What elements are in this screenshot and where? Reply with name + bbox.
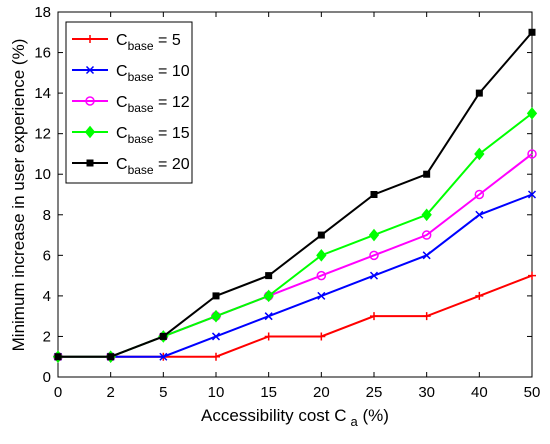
data-point (263, 289, 274, 303)
data-point (265, 272, 273, 280)
data-point (475, 89, 483, 97)
x-tick-label: 25 (366, 384, 383, 401)
series-layer (52, 28, 538, 364)
y-tick-label: 14 (34, 85, 51, 102)
x-tick-label: 20 (313, 384, 330, 401)
data-point (421, 208, 432, 222)
data-point (528, 28, 536, 36)
data-point (211, 332, 221, 341)
legend-marker (86, 35, 94, 43)
y-tick-label: 8 (43, 207, 51, 224)
legend-label: Cbase = 12 (116, 94, 190, 115)
data-point (107, 353, 115, 361)
data-point (316, 249, 327, 262)
legend-marker (84, 125, 96, 139)
legend-marker (86, 159, 94, 167)
data-point (316, 270, 327, 281)
data-point (527, 149, 537, 159)
data-point (475, 210, 484, 219)
data-point (528, 271, 536, 280)
data-point (474, 189, 485, 200)
legend-label: Cbase = 15 (116, 125, 190, 146)
data-point (369, 271, 379, 280)
legend-box (65, 21, 193, 184)
legend-item: Cbase = 10 (72, 63, 190, 84)
data-point (474, 147, 485, 161)
data-point (370, 191, 378, 198)
legend: Cbase = 5 Cbase = 10 Cbase = 12 Cbase = 15 C… (65, 21, 193, 184)
data-point (317, 291, 326, 300)
y-tick-label: 10 (34, 166, 51, 183)
x-tick-label: 50 (524, 384, 541, 401)
x-tick-label: 2 (106, 384, 114, 401)
y-tick-label: 16 (34, 45, 51, 62)
data-point (210, 309, 222, 323)
legend-item: Cbase = 20 (72, 156, 190, 177)
y-axis-label: Minimum increase in user experience (%) (9, 39, 28, 352)
data-point (159, 352, 168, 361)
legend-label: Cbase = 10 (116, 63, 190, 84)
data-point (527, 190, 537, 199)
y-tick-label: 0 (43, 369, 51, 386)
data-point (368, 228, 380, 242)
data-point (317, 332, 326, 341)
data-point (422, 251, 431, 260)
legend-item: Cbase = 5 (72, 32, 181, 53)
y-tick-label: 2 (43, 328, 51, 345)
data-point (264, 312, 273, 321)
x-tick-label: 15 (260, 384, 277, 401)
y-tick-label: 12 (34, 126, 51, 143)
legend-label: Cbase = 20 (116, 156, 190, 177)
data-point (475, 291, 484, 300)
data-point (422, 312, 431, 321)
data-point (159, 332, 167, 340)
legend-marker (85, 96, 95, 106)
data-point (264, 332, 273, 341)
data-point (421, 230, 432, 240)
data-point (212, 352, 220, 361)
legend-item: Cbase = 15 (72, 125, 190, 146)
x-tick-label: 10 (208, 384, 225, 401)
data-point (54, 353, 62, 361)
series-line (58, 193, 533, 358)
series-5 (54, 28, 536, 361)
x-tick-label: 0 (54, 384, 62, 401)
data-point (212, 292, 220, 300)
legend-marker (85, 65, 95, 75)
x-tick-label: 30 (418, 384, 435, 401)
x-tick-label: 40 (471, 384, 488, 401)
y-tick-label: 6 (43, 247, 51, 264)
data-point (369, 250, 379, 261)
y-tick-label: 4 (43, 288, 51, 305)
data-point (423, 170, 431, 178)
legend-item: Cbase = 12 (72, 94, 190, 115)
legend-label: Cbase = 5 (116, 32, 181, 53)
data-point (370, 312, 378, 321)
series-line (58, 31, 533, 358)
x-tick-label: 5 (159, 384, 167, 401)
y-tick-label: 18 (34, 4, 51, 21)
data-point (526, 107, 538, 120)
data-point (317, 231, 325, 239)
